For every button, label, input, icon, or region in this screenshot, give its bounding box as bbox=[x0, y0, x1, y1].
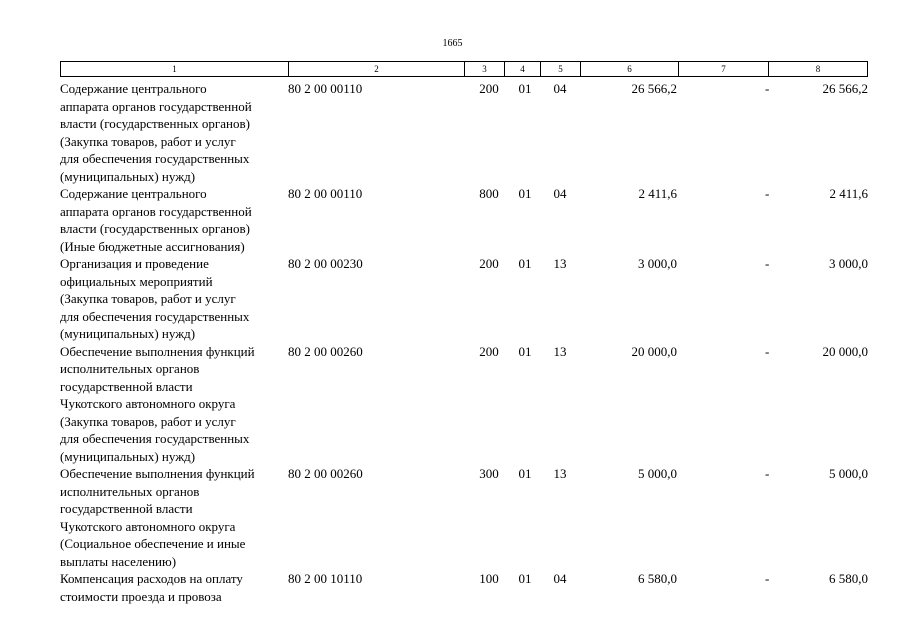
row-col7: - bbox=[765, 571, 770, 586]
table-body: Содержание центрального аппарата органов… bbox=[60, 80, 870, 605]
row-col6: 3 000,0 bbox=[638, 256, 677, 271]
row-col7: - bbox=[765, 343, 770, 359]
row-col5: 13 bbox=[553, 343, 567, 359]
table-row: Содержание центрального аппарата органов… bbox=[60, 80, 870, 185]
row-description: Обеспечение выполнения функций исполните… bbox=[60, 343, 255, 464]
row-col5: 13 bbox=[553, 466, 567, 481]
row-col6: 20 000,0 bbox=[631, 343, 678, 359]
page-number: 1665 bbox=[442, 38, 463, 49]
table-row: Обеспечение выполнения функций исполните… bbox=[60, 343, 870, 466]
column-header-8: 8 bbox=[815, 64, 821, 74]
row-col5: 04 bbox=[553, 186, 567, 201]
table-row: Компенсация расходов на оплату стоимости… bbox=[60, 570, 870, 605]
row-col4: 01 bbox=[518, 256, 532, 271]
row-col8: 5 000,0 bbox=[829, 466, 868, 481]
column-header-2: 2 bbox=[289, 62, 465, 76]
row-col8: 20 000,0 bbox=[822, 343, 869, 359]
row-col4: 01 bbox=[518, 466, 532, 481]
row-description: Организация и проведение официальных мер… bbox=[60, 256, 250, 341]
row-col7: - bbox=[765, 81, 770, 96]
table-row: Обеспечение выполнения функций исполните… bbox=[60, 465, 870, 570]
row-col3: 200 bbox=[479, 81, 499, 96]
row-col5: 04 bbox=[553, 81, 567, 96]
row-code: 80 2 00 00260 bbox=[288, 466, 363, 481]
row-col3: 100 bbox=[479, 571, 499, 586]
column-header-7: 7 bbox=[679, 62, 769, 76]
row-code: 80 2 00 10110 bbox=[288, 571, 363, 586]
column-header-1: 1 bbox=[61, 62, 289, 76]
column-header-4: 4 bbox=[505, 62, 541, 76]
row-code: 80 2 00 00230 bbox=[288, 256, 363, 271]
row-col4: 01 bbox=[518, 343, 532, 359]
row-col8: 26 566,2 bbox=[822, 81, 869, 96]
table-row: Организация и проведение официальных мер… bbox=[60, 255, 870, 343]
row-col8: 2 411,6 bbox=[829, 186, 868, 201]
table-row: Содержание центрального аппарата органов… bbox=[60, 185, 870, 255]
column-header-5: 5 bbox=[541, 62, 581, 76]
row-description: Содержание центрального аппарата органов… bbox=[60, 186, 252, 254]
row-col6: 26 566,2 bbox=[631, 81, 678, 96]
row-description: Компенсация расходов на оплату стоимости… bbox=[60, 571, 243, 604]
row-col8: 6 580,0 bbox=[829, 571, 868, 586]
row-description: Обеспечение выполнения функций исполните… bbox=[60, 466, 255, 569]
row-col3: 800 bbox=[479, 186, 499, 201]
row-col4: 01 bbox=[518, 571, 532, 586]
column-header-6: 6 bbox=[581, 62, 679, 76]
row-code: 80 2 00 00110 bbox=[288, 186, 363, 201]
row-col7: - bbox=[765, 186, 770, 201]
row-col7: - bbox=[765, 256, 770, 271]
row-code: 80 2 00 00110 bbox=[288, 81, 363, 96]
row-col5: 04 bbox=[553, 571, 567, 586]
row-col4: 01 bbox=[518, 186, 532, 201]
row-col3: 200 bbox=[479, 256, 499, 271]
row-col3: 200 bbox=[479, 343, 499, 359]
row-col4: 01 bbox=[518, 81, 532, 96]
row-col5: 13 bbox=[553, 256, 567, 271]
row-col6: 2 411,6 bbox=[638, 186, 677, 201]
row-col7: - bbox=[765, 466, 770, 481]
row-description: Содержание центрального аппарата органов… bbox=[60, 81, 252, 184]
row-col8: 3 000,0 bbox=[829, 256, 868, 271]
row-code: 80 2 00 00260 bbox=[288, 343, 363, 359]
row-col3: 300 bbox=[479, 466, 499, 481]
row-col6: 6 580,0 bbox=[638, 571, 677, 586]
column-header-3: 3 bbox=[465, 62, 505, 76]
column-header-row: 1 2 3 4 5 6 7 8 bbox=[60, 61, 868, 77]
row-col6: 5 000,0 bbox=[638, 466, 677, 481]
